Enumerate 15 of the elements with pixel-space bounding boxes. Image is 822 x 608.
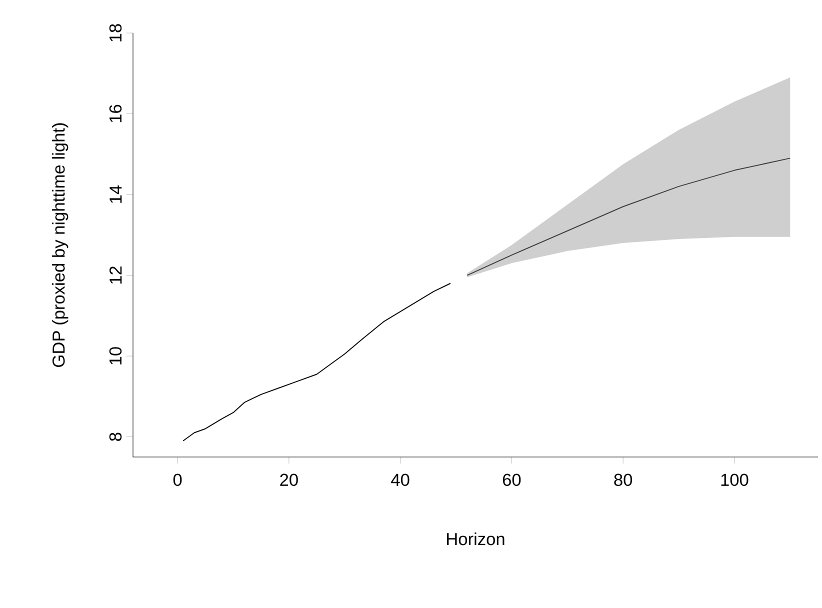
x-axis-title: Horizon: [447, 532, 504, 546]
y-tick-label: 10: [109, 347, 122, 364]
y-tick-label: 18: [109, 24, 122, 42]
line-series: [466, 158, 791, 276]
x-tick-label: 40: [391, 474, 410, 486]
y-axis-title: GDP (proxied by nighttime light): [52, 123, 68, 367]
x-tick-label: 80: [614, 474, 632, 486]
x-tick-label: 20: [280, 474, 298, 486]
x-tick-label: 0: [173, 474, 182, 486]
y-tick-label: 14: [110, 185, 122, 203]
y-tick-label: 16: [109, 104, 122, 122]
y-tick-label: 12: [110, 266, 122, 284]
y-tick-label: 8: [109, 432, 122, 441]
x-tick-label: 100: [721, 474, 748, 486]
x-tick-label: 60: [502, 474, 521, 486]
